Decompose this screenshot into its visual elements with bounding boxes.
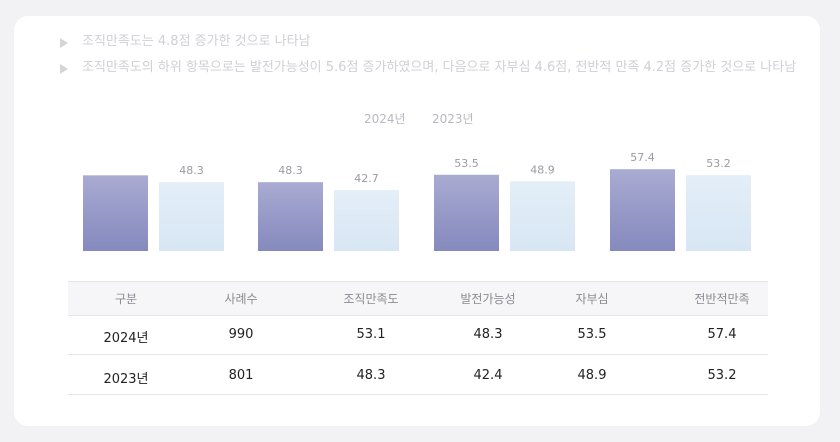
- data-label: 53.2: [706, 157, 731, 170]
- table-header-cell: 조직만족도: [343, 292, 399, 306]
- table-cell: 990: [228, 327, 254, 342]
- data-label: 57.4: [630, 151, 655, 164]
- table-header-cell: 전반적만족: [694, 292, 750, 306]
- bar-2023-3: [686, 175, 751, 251]
- bar-2024-1: [258, 182, 323, 251]
- data-label: 48.9: [530, 163, 555, 176]
- table-cell: 53.5: [577, 327, 607, 342]
- table-cell: 53.2: [707, 368, 737, 383]
- data-label: 48.3: [179, 164, 204, 177]
- row-divider: [68, 394, 768, 395]
- data-label: 42.7: [354, 172, 379, 185]
- table-header-cell: 자부심: [575, 292, 609, 306]
- data-label: 48.3: [278, 164, 303, 177]
- table-cell: 801: [228, 368, 254, 383]
- bar-2023-2: [510, 181, 575, 251]
- table-header-cell: 사례수: [224, 292, 258, 306]
- table-cell: 2024년: [103, 331, 149, 346]
- table-header-row: [68, 281, 768, 316]
- table-cell: 42.4: [473, 368, 503, 383]
- table-cell: 48.3: [473, 327, 503, 342]
- triangle-bullet-icon: [60, 38, 68, 48]
- table-header-cell: 발전가능성: [460, 292, 516, 306]
- row-divider: [68, 354, 768, 355]
- bullet-text: 조직만족도의 하위 항목으로는 발전가능성이 5.6점 증가하였으며, 다음으로…: [82, 60, 797, 75]
- table-cell: 48.3: [356, 368, 386, 383]
- table-cell: 48.9: [577, 368, 607, 383]
- bar-2023-1: [334, 190, 399, 251]
- bar-2024-2: [434, 174, 499, 251]
- table-cell: 2023년: [103, 372, 149, 387]
- table-cell: 57.4: [707, 327, 737, 342]
- bar-2023-0: [159, 182, 224, 251]
- table-header-cell: 구분: [114, 292, 138, 306]
- bullet-text: 조직만족도는 4.8점 증가한 것으로 나타남: [82, 34, 311, 49]
- triangle-bullet-icon: [60, 64, 68, 74]
- bar-2024-3: [610, 169, 675, 251]
- data-label: 53.5: [454, 157, 479, 170]
- content-card: [14, 16, 820, 426]
- bar-2024-0: [83, 175, 148, 251]
- legend-2023: 2023년: [432, 112, 474, 126]
- table-cell: 53.1: [356, 327, 386, 342]
- legend-2024: 2024년: [364, 112, 406, 126]
